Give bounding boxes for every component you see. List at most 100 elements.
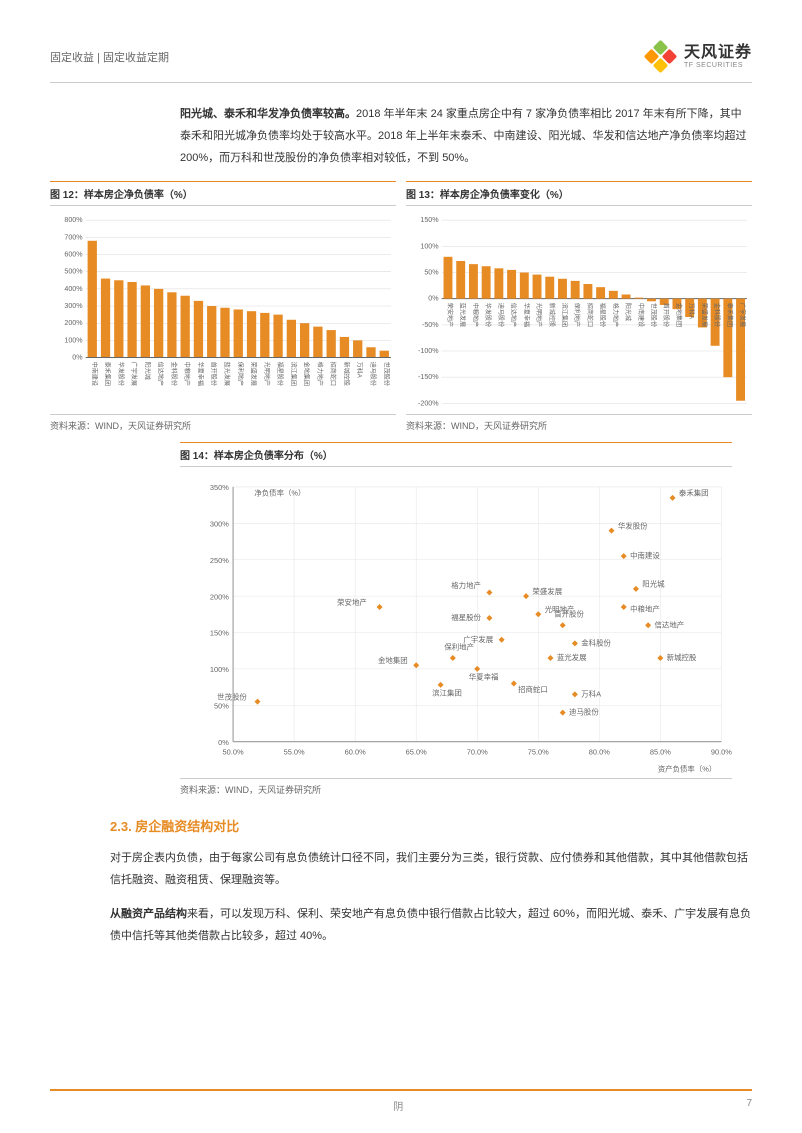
svg-text:资产负债率（%）: 资产负债率（%） bbox=[658, 763, 717, 773]
svg-text:200%: 200% bbox=[64, 319, 83, 327]
svg-text:广宇发展: 广宇发展 bbox=[739, 303, 747, 327]
svg-text:迪马股份: 迪马股份 bbox=[569, 706, 599, 716]
svg-text:中南建设: 中南建设 bbox=[90, 362, 98, 386]
svg-text:荣盛发展: 荣盛发展 bbox=[700, 303, 708, 327]
svg-text:80.0%: 80.0% bbox=[589, 747, 610, 756]
svg-text:中南建设: 中南建设 bbox=[637, 303, 645, 327]
paragraph-1: 阳光城、泰禾和华发净负债率较高。2018 年半年末 24 家重点房企中有 7 家… bbox=[180, 103, 752, 169]
svg-text:万科A: 万科A bbox=[688, 303, 696, 320]
svg-text:中粮地产: 中粮地产 bbox=[471, 303, 479, 327]
svg-text:100%: 100% bbox=[210, 665, 229, 674]
svg-text:-200%: -200% bbox=[418, 399, 439, 407]
svg-text:中粮地产: 中粮地产 bbox=[630, 603, 660, 613]
logo-en: TF SECURITIES bbox=[684, 62, 752, 70]
svg-text:-100%: -100% bbox=[418, 347, 439, 355]
svg-text:信达地产: 信达地产 bbox=[510, 303, 518, 327]
svg-text:100%: 100% bbox=[420, 242, 439, 250]
svg-text:福星股份: 福星股份 bbox=[276, 362, 284, 386]
svg-text:华夏幸福: 华夏幸福 bbox=[196, 362, 204, 386]
svg-text:世茂股份: 世茂股份 bbox=[650, 303, 658, 327]
chart-12-source: 资料来源：WIND，天风证券研究所 bbox=[50, 414, 396, 436]
svg-text:华夏幸福: 华夏幸福 bbox=[522, 303, 530, 327]
chart-14-svg: 0%50%100%150%200%250%300%350%50.0%55.0%6… bbox=[180, 471, 732, 779]
svg-text:招商蛇口: 招商蛇口 bbox=[518, 683, 548, 693]
svg-text:蓝光发展: 蓝光发展 bbox=[223, 362, 231, 386]
svg-text:华发股份: 华发股份 bbox=[618, 520, 648, 530]
svg-text:荣安地产: 荣安地产 bbox=[337, 596, 367, 606]
svg-text:光明地产: 光明地产 bbox=[263, 362, 271, 386]
svg-text:85.0%: 85.0% bbox=[650, 747, 671, 756]
svg-text:200%: 200% bbox=[210, 592, 229, 601]
svg-text:首开股份: 首开股份 bbox=[210, 362, 218, 386]
svg-text:泰禾集团: 泰禾集团 bbox=[726, 303, 734, 327]
svg-text:金科股份: 金科股份 bbox=[170, 362, 178, 386]
svg-text:广宇发展: 广宇发展 bbox=[130, 362, 138, 386]
svg-text:-50%: -50% bbox=[422, 321, 439, 329]
svg-text:泰禾集团: 泰禾集团 bbox=[679, 487, 709, 497]
svg-text:350%: 350% bbox=[210, 483, 229, 492]
footer-center: 阴 bbox=[393, 1098, 403, 1113]
svg-text:55.0%: 55.0% bbox=[284, 747, 305, 756]
svg-text:世茂股份: 世茂股份 bbox=[217, 691, 247, 701]
svg-text:荣安地产: 荣安地产 bbox=[446, 303, 454, 327]
svg-text:90.0%: 90.0% bbox=[711, 747, 732, 756]
svg-text:福星股份: 福星股份 bbox=[599, 303, 607, 327]
svg-text:阳光城: 阳光城 bbox=[642, 578, 665, 588]
svg-text:格力地产: 格力地产 bbox=[611, 303, 619, 327]
svg-text:150%: 150% bbox=[420, 216, 439, 224]
page-header: 固定收益 | 固定收益定期 天风证券 TF SECURITIES bbox=[50, 40, 752, 83]
svg-text:-150%: -150% bbox=[418, 373, 439, 381]
chart-14-title: 图 14：样本房企负债率分布（%） bbox=[180, 442, 732, 467]
header-category: 固定收益 | 固定收益定期 bbox=[50, 49, 169, 65]
svg-text:0%: 0% bbox=[428, 295, 439, 303]
svg-text:新城控股: 新城控股 bbox=[342, 362, 350, 386]
svg-text:蓝光发展: 蓝光发展 bbox=[557, 652, 587, 662]
para3-bold: 从融资产品结构 bbox=[110, 908, 187, 920]
svg-text:新城控股: 新城控股 bbox=[667, 652, 697, 662]
page-footer: 阴 7 bbox=[0, 1090, 802, 1113]
svg-text:荣盛发展: 荣盛发展 bbox=[250, 362, 258, 386]
svg-text:300%: 300% bbox=[64, 302, 83, 310]
svg-text:福星股份: 福星股份 bbox=[451, 612, 481, 622]
svg-text:50.0%: 50.0% bbox=[223, 747, 244, 756]
svg-text:金科股份: 金科股份 bbox=[713, 303, 721, 327]
chart-12-block: 图 12：样本房企净负债率（%） 0%100%200%300%400%500%6… bbox=[50, 181, 396, 436]
svg-text:800%: 800% bbox=[64, 216, 83, 224]
para1-bold: 阳光城、泰禾和华发净负债率较高。 bbox=[180, 108, 356, 120]
logo-icon bbox=[644, 40, 678, 74]
svg-text:世茂股份: 世茂股份 bbox=[382, 362, 390, 386]
svg-text:招商蛇口: 招商蛇口 bbox=[329, 362, 337, 386]
svg-text:迪马股份: 迪马股份 bbox=[497, 303, 505, 327]
svg-text:500%: 500% bbox=[64, 268, 83, 276]
paragraph-2: 对于房企表内负债，由于每家公司有息负债统计口径不同，我们主要分为三类，银行贷款、… bbox=[110, 847, 752, 891]
svg-text:净负债率（%）: 净负债率（%） bbox=[254, 487, 305, 497]
svg-text:蓝光发展: 蓝光发展 bbox=[459, 303, 467, 327]
svg-text:格力地产: 格力地产 bbox=[316, 362, 324, 386]
para3-rest: 来看，可以发现万科、保利、荣安地产有息负债中银行借款占比较大，超过 60%，而阳… bbox=[110, 908, 751, 942]
svg-text:70.0%: 70.0% bbox=[467, 747, 488, 756]
svg-text:首开股份: 首开股份 bbox=[662, 303, 670, 327]
svg-text:广宇发展: 广宇发展 bbox=[463, 633, 493, 643]
svg-text:滨江集团: 滨江集团 bbox=[432, 687, 462, 697]
svg-text:400%: 400% bbox=[64, 285, 83, 293]
svg-text:首开股份: 首开股份 bbox=[554, 608, 584, 618]
company-logo: 天风证券 TF SECURITIES bbox=[644, 40, 752, 74]
svg-text:华发股份: 华发股份 bbox=[484, 303, 492, 327]
svg-text:信达地产: 信达地产 bbox=[157, 362, 165, 386]
svg-text:保利地产: 保利地产 bbox=[236, 362, 244, 386]
svg-text:75.0%: 75.0% bbox=[528, 747, 549, 756]
svg-text:阳光城: 阳光城 bbox=[143, 362, 151, 380]
chart-12-svg: 0%100%200%300%400%500%600%700%800%中南建设泰禾… bbox=[50, 210, 396, 414]
paragraph-3: 从融资产品结构来看，可以发现万科、保利、荣安地产有息负债中银行借款占比较大，超过… bbox=[110, 903, 752, 947]
svg-text:泰禾集团: 泰禾集团 bbox=[104, 362, 112, 386]
footer-page: 7 bbox=[746, 1098, 752, 1113]
svg-text:万科A: 万科A bbox=[581, 688, 601, 698]
svg-text:光明地产: 光明地产 bbox=[535, 303, 543, 327]
svg-text:金地集团: 金地集团 bbox=[378, 655, 408, 665]
svg-text:招商蛇口: 招商蛇口 bbox=[586, 303, 594, 327]
svg-text:50%: 50% bbox=[424, 269, 439, 277]
svg-text:荣盛发展: 荣盛发展 bbox=[532, 586, 562, 596]
logo-cn: 天风证券 bbox=[684, 44, 752, 62]
svg-text:滨江集团: 滨江集团 bbox=[560, 303, 568, 327]
svg-text:50%: 50% bbox=[214, 701, 229, 710]
